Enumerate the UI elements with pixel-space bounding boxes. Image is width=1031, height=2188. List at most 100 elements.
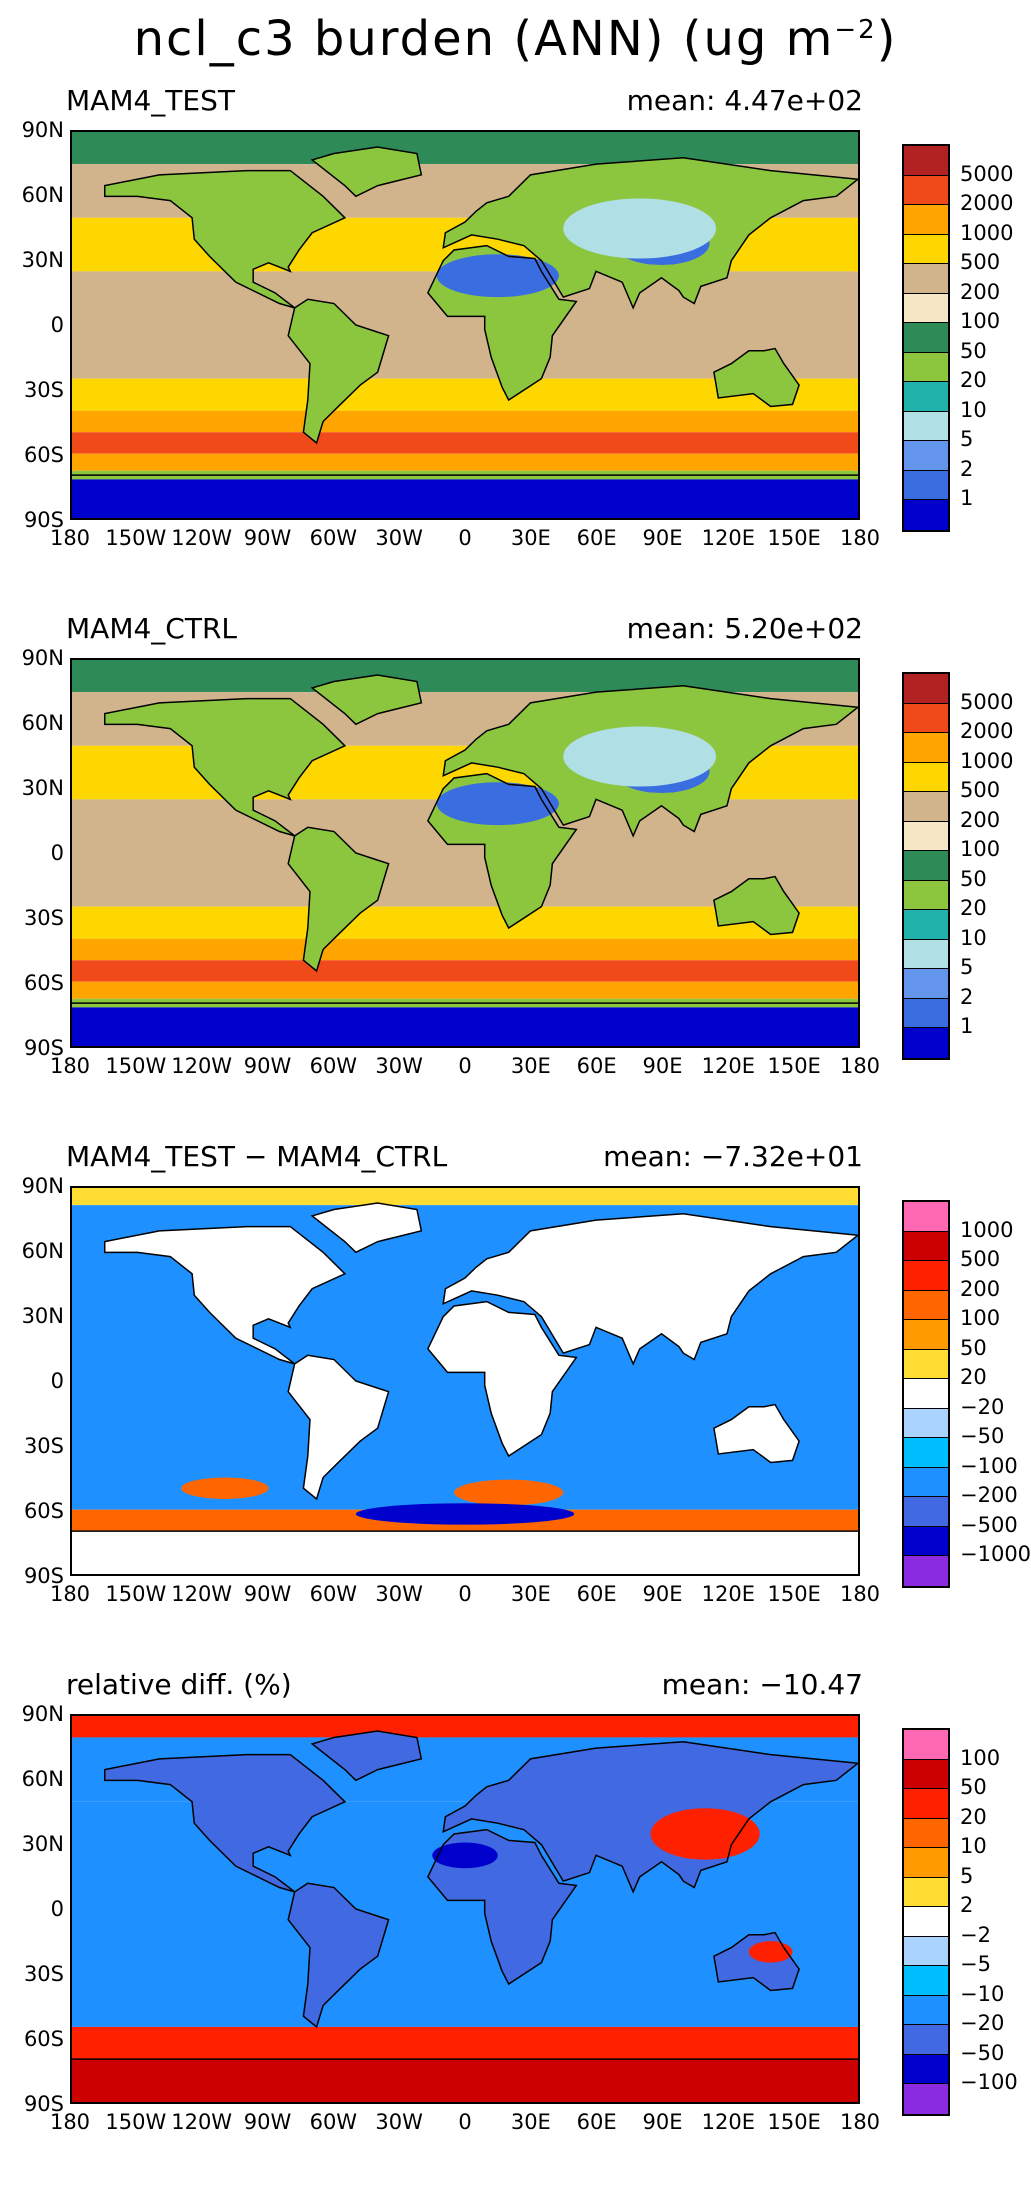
colorbar-label: 1 xyxy=(960,486,974,510)
colorbar-box xyxy=(904,1379,948,1409)
lat-tick-label: 90N xyxy=(21,1174,64,1198)
title-close: ) xyxy=(876,11,898,67)
lon-tick-label: 150W xyxy=(105,526,167,550)
map-plot xyxy=(70,1186,860,1576)
lon-tick-label: 120W xyxy=(171,1582,233,1606)
colorbar-box xyxy=(904,264,948,294)
coastline xyxy=(442,1212,858,1366)
lon-tick-label: 120E xyxy=(701,1054,755,1078)
lon-tick-label: 30W xyxy=(375,1582,423,1606)
lon-tick-label: 180 xyxy=(49,1582,91,1606)
lat-tick-label: 30N xyxy=(21,1304,64,1328)
field-blob xyxy=(436,254,559,298)
coastline xyxy=(713,347,800,408)
colorbar xyxy=(902,1728,950,2116)
field-band xyxy=(72,2059,858,2102)
colorbar xyxy=(902,1200,950,1588)
colorbar-box xyxy=(904,323,948,353)
colorbar-box xyxy=(904,1556,948,1586)
map-svg xyxy=(72,1716,858,2102)
coastline xyxy=(103,1225,347,1365)
map-plot xyxy=(70,130,860,520)
colorbar-box xyxy=(904,1408,948,1438)
coastline xyxy=(287,1882,390,2029)
colorbar-label: −20 xyxy=(960,1394,1005,1419)
coastline xyxy=(103,697,347,837)
map-svg xyxy=(72,1188,858,1574)
land-fill xyxy=(312,147,422,197)
land-fill xyxy=(312,675,422,725)
colorbar-box xyxy=(904,1877,948,1907)
lon-tick-label: 90E xyxy=(642,1054,683,1078)
lat-tick-label: 90S xyxy=(23,508,64,532)
lat-tick-label: 30S xyxy=(23,1434,64,1458)
lat-tick-label: 90N xyxy=(21,118,64,142)
colorbar-label: 20 xyxy=(960,896,987,920)
colorbar-box xyxy=(904,2025,948,2055)
land-fill xyxy=(104,698,345,836)
colorbar-label: 100 xyxy=(960,1745,1001,1770)
lat-tick-label: 90S xyxy=(23,2092,64,2116)
colorbar-label: 20 xyxy=(960,368,987,392)
colorbar-box xyxy=(904,1759,948,1789)
lat-tick-label: 60N xyxy=(21,1767,64,1791)
colorbar-box xyxy=(904,792,948,822)
field-blob xyxy=(563,198,717,259)
colorbar-label: 2 xyxy=(960,984,974,1009)
colorbar-label: 50 xyxy=(960,1775,987,1799)
colorbar-box xyxy=(904,175,948,205)
land-fill xyxy=(312,1731,422,1781)
lon-tick-label: 30W xyxy=(375,2110,423,2134)
field-band xyxy=(72,132,858,165)
colorbar-label: 5 xyxy=(960,1863,974,1888)
coastline xyxy=(427,772,578,930)
colorbar-box xyxy=(904,1438,948,1468)
panel-label: MAM4_TEST − MAM4_CTRL xyxy=(66,1140,448,1173)
lat-tick-label: 30S xyxy=(23,1962,64,1986)
colorbar-box xyxy=(904,1966,948,1996)
land-fill xyxy=(288,299,389,443)
colorbar-label: −5 xyxy=(960,1952,991,1976)
lon-tick-label: 180 xyxy=(49,2110,91,2134)
colorbar-box xyxy=(904,2084,948,2114)
lat-tick-label: 60N xyxy=(21,1239,64,1263)
coastline xyxy=(287,1354,390,1501)
colorbar-label: 2 xyxy=(960,456,974,481)
colorbar-label: 10 xyxy=(960,397,987,422)
colorbar-label: −2 xyxy=(960,1922,991,1947)
lat-tick-label: 90S xyxy=(23,1564,64,1588)
colorbar-label: 5000 xyxy=(960,161,1014,186)
colorbar-label: −100 xyxy=(960,2070,1018,2094)
lat-tick-label: 30N xyxy=(21,1832,64,1856)
lat-tick-label: 30S xyxy=(23,378,64,402)
colorbar-box xyxy=(904,1320,948,1350)
map-panel: MAM4_TEST mean: 4.47e+02 90N 60N 30N 0 30S 60S 9… xyxy=(0,84,1031,604)
land-fill xyxy=(104,1754,345,1892)
colorbar-label: 100 xyxy=(960,1306,1001,1330)
coastline xyxy=(713,1403,800,1464)
colorbar-box xyxy=(904,1231,948,1261)
lon-tick-label: 60E xyxy=(576,2110,617,2134)
lat-tick-label: 30N xyxy=(21,248,64,272)
colorbar-label: 200 xyxy=(960,1276,1001,1301)
land-fill xyxy=(713,876,800,935)
map-plot xyxy=(70,658,860,1048)
lon-tick-label: 60W xyxy=(309,1582,358,1606)
lon-tick-label: 180 xyxy=(839,526,881,550)
colorbar-box xyxy=(904,880,948,910)
map-svg xyxy=(72,660,858,1046)
lon-tick-label: 120E xyxy=(701,1582,755,1606)
colorbar-label: −10 xyxy=(960,1981,1005,2006)
lon-tick-label: 60W xyxy=(309,1054,358,1078)
lon-tick-label: 120E xyxy=(701,2110,755,2134)
coastline xyxy=(287,826,390,973)
colorbar-box xyxy=(904,382,948,412)
colorbar-box xyxy=(904,411,948,441)
lon-tick-label: 150E xyxy=(767,2110,821,2134)
panel-mean: mean: 5.20e+02 xyxy=(626,612,863,645)
colorbar-box xyxy=(904,1907,948,1937)
colorbar-box xyxy=(904,1936,948,1966)
field-band xyxy=(72,660,858,693)
lon-tick-label: 150E xyxy=(767,526,821,550)
colorbar-label: 200 xyxy=(960,279,1001,304)
